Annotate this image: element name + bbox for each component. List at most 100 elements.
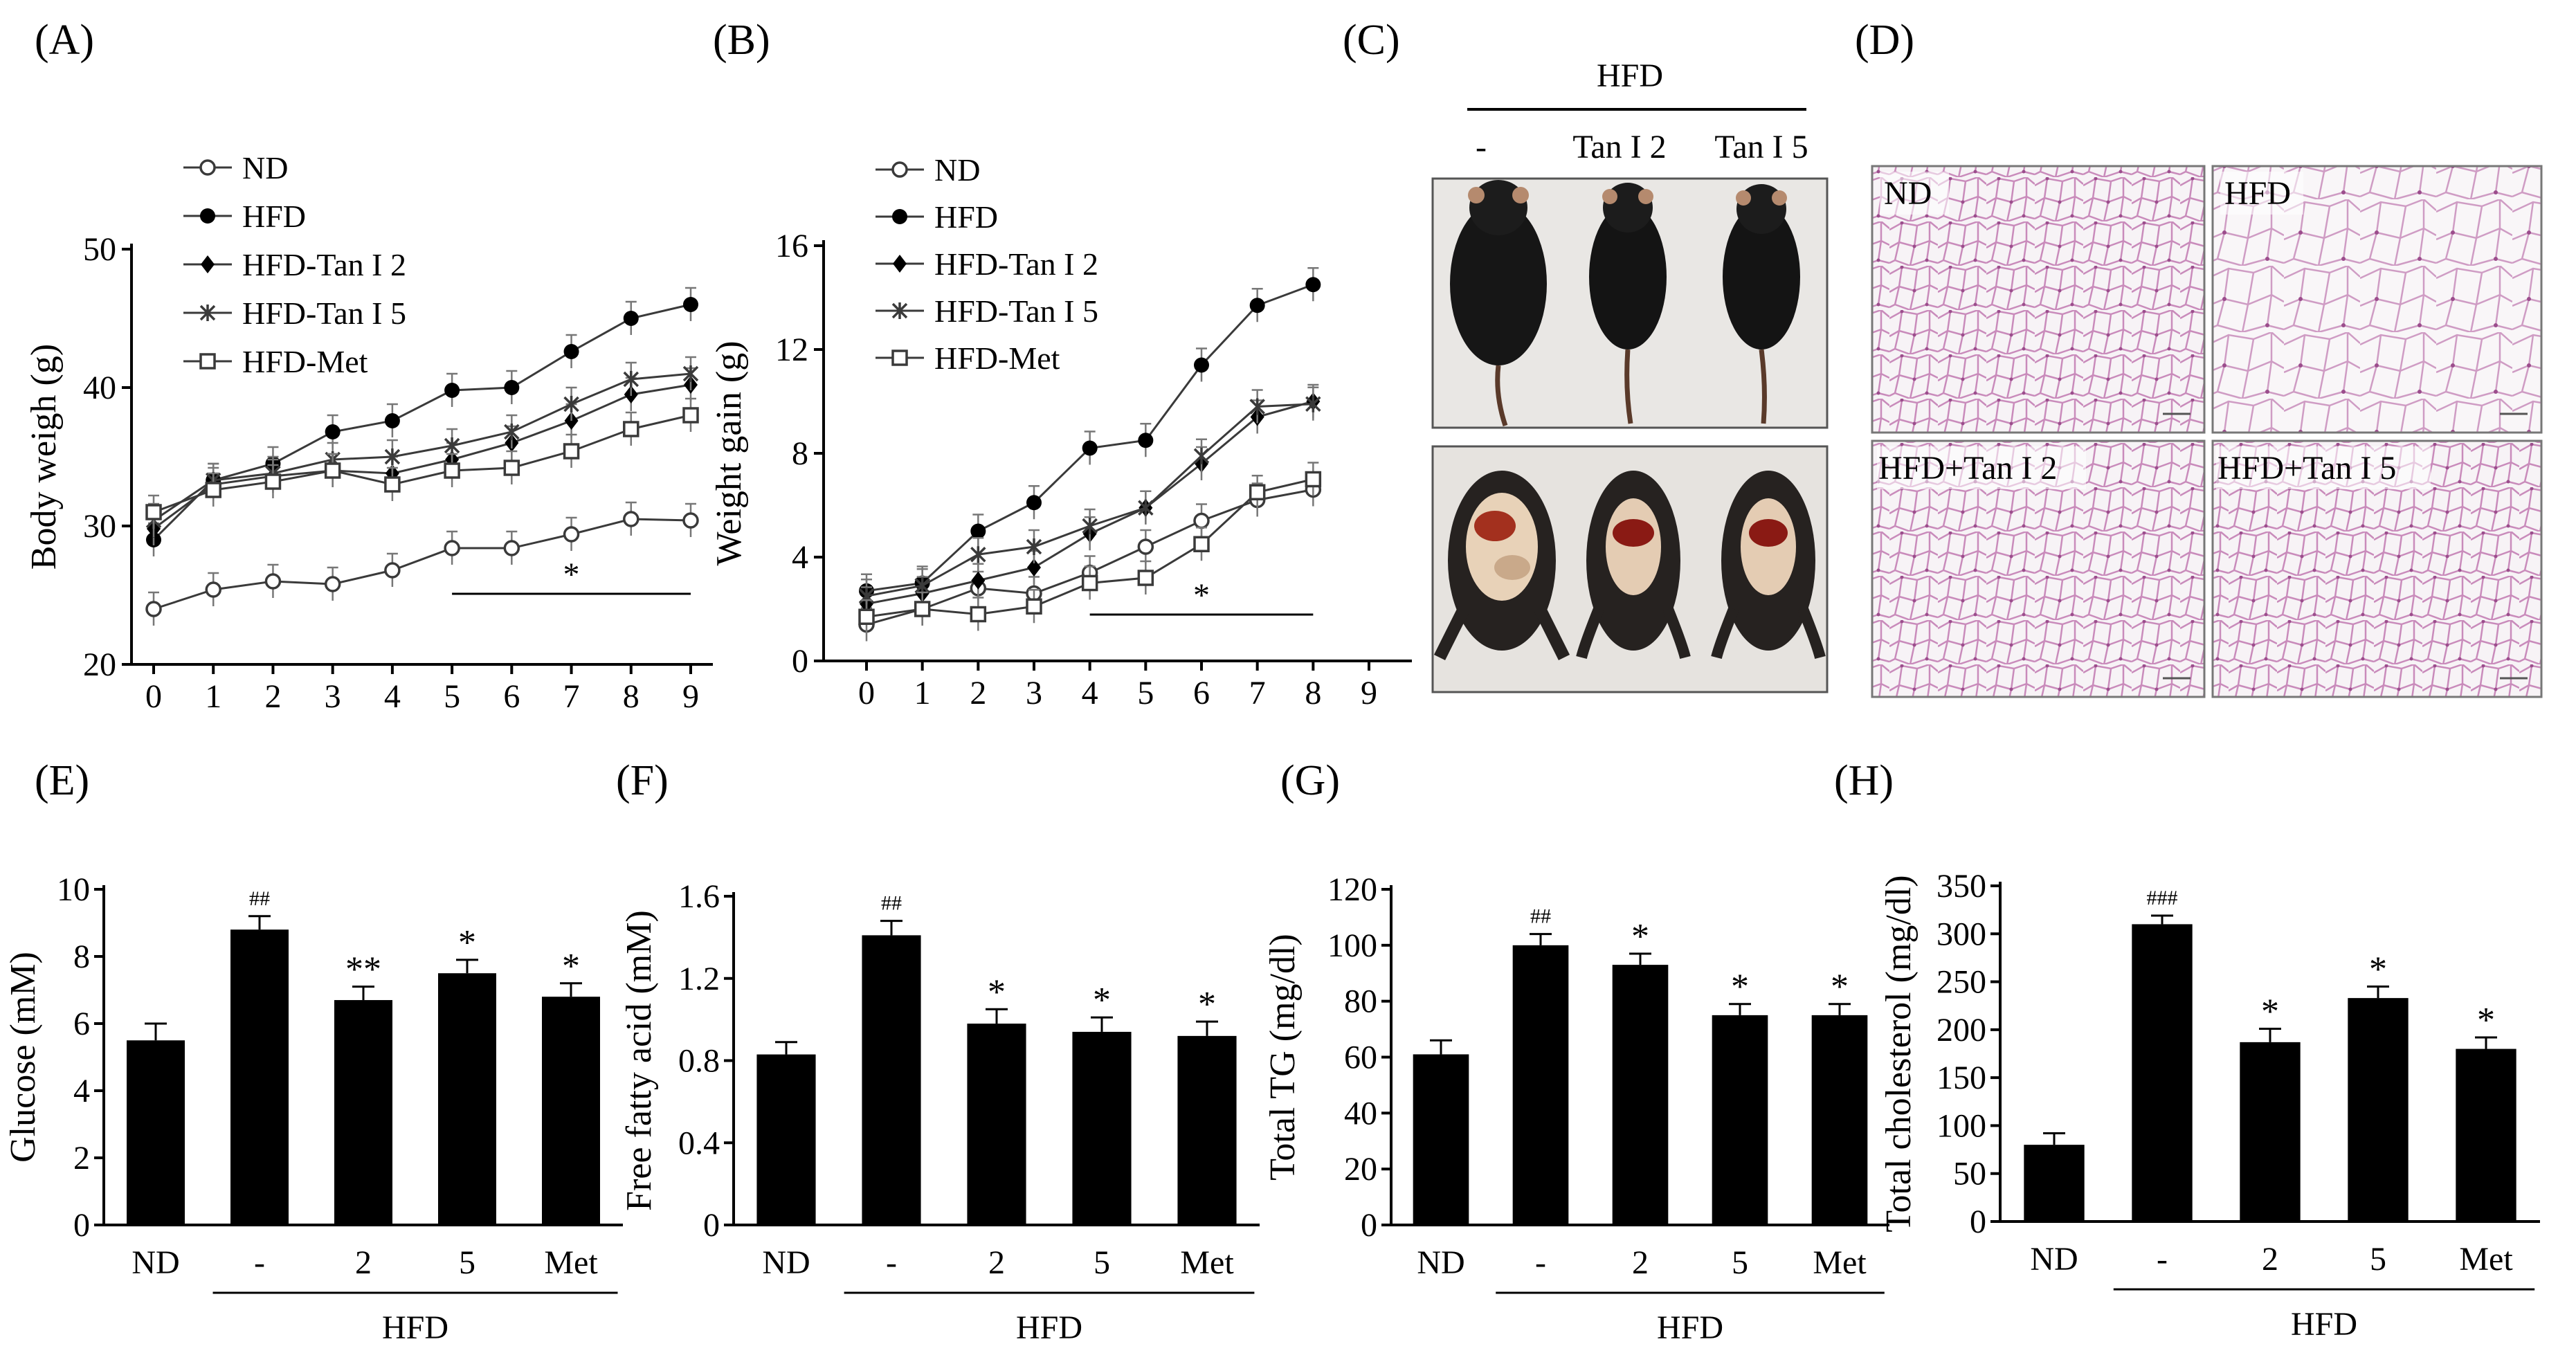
y-tick-label: 0.4 [678, 1125, 720, 1161]
category-label: Met [2459, 1241, 2513, 1278]
y-tick-label: 200 [1936, 1012, 1986, 1048]
mice-ventral-dissection-photo [1431, 445, 1829, 693]
data-point-nd [444, 540, 460, 556]
bar-2 [1612, 965, 1669, 1225]
y-axis-label: Glucose (mM) [3, 952, 43, 1163]
y-tick-label: 50 [1953, 1156, 1986, 1192]
group-label: HFD [382, 1309, 448, 1346]
data-point-hfd [384, 413, 400, 428]
y-tick-label: 250 [1936, 964, 1986, 1001]
category-label: ND [131, 1244, 179, 1281]
y-tick-label: 0 [1970, 1204, 1986, 1240]
y-tick-label: 0 [792, 643, 808, 680]
y-tick-label: 10 [57, 871, 90, 908]
x-tick-label: 0 [858, 675, 875, 711]
x-tick-label: 6 [503, 678, 520, 715]
panel-label-b: (B) [713, 17, 770, 64]
series-line-nd [153, 518, 691, 610]
y-tick-label: 4 [792, 539, 808, 576]
mice-dorsal-photo [1431, 177, 1829, 429]
legend-marker-hfd-met [199, 353, 216, 370]
y-axis-label: Total cholesterol (mg/dl) [1879, 875, 1919, 1232]
data-point-hfd-met [682, 407, 699, 424]
data-point-hfd-tan-i-5 [504, 424, 520, 440]
histology-label-hfd: HFD [2224, 175, 2291, 212]
data-point-hfd-met [503, 460, 520, 476]
series-line-hfd-tan-i-2 [153, 383, 691, 530]
category-label: 2 [1632, 1244, 1649, 1281]
data-point-hfd-met [384, 476, 401, 493]
significance-label: * [1093, 981, 1111, 1020]
category-label: 5 [1732, 1244, 1748, 1281]
y-tick-label: 0 [703, 1207, 720, 1244]
data-point-hfd-met [264, 473, 282, 490]
data-point-hfd [325, 424, 341, 439]
data-point-hfd-tan-i-5 [682, 365, 699, 382]
mouse-hfd [1450, 180, 1547, 427]
chart-h-total-cholesterol: 0 50 100 150 200 250 300 350 Total cholesterol (… [1879, 868, 2540, 1343]
group-label: HFD [2291, 1306, 2357, 1343]
data-point-nd [563, 526, 580, 543]
dissected-mouse-hfd [1433, 471, 1570, 661]
y-tick-label: 0 [73, 1207, 90, 1244]
legend-marker-nd [891, 161, 908, 178]
x-tick-label: 7 [1249, 675, 1266, 711]
significance-star: * [563, 556, 580, 593]
bar-nd [756, 1054, 816, 1225]
significance-label: * [2261, 992, 2279, 1031]
category-label: - [2157, 1241, 2168, 1278]
data-point-nd [264, 573, 282, 590]
bar-5 [2348, 998, 2409, 1222]
data-point-hfd [444, 383, 460, 398]
adipose-histology-photo: ND HFD HFD+Tan I 2 HFD+Tan I 5 [1871, 165, 2543, 698]
x-tick-label: 4 [384, 678, 401, 715]
mouse-tan-i-2 [1589, 183, 1667, 424]
x-tick-label: 5 [1137, 675, 1154, 711]
y-tick-label: 150 [1936, 1060, 1986, 1096]
data-point-hfd-met [444, 462, 460, 479]
group-label: HFD [1657, 1309, 1723, 1346]
category-label: Met [1813, 1244, 1867, 1281]
data-point-hfd-tan-i-5 [1082, 518, 1098, 534]
histology-label-tan-i-2: HFD+Tan I 2 [1878, 450, 2057, 487]
data-point-hfd-tan-i-5 [914, 577, 930, 594]
data-point-hfd-met [1193, 536, 1210, 552]
y-tick-label: 300 [1936, 916, 1986, 952]
y-axis-label: Body weigh (g) [24, 344, 64, 570]
x-tick-label: 4 [1082, 675, 1098, 711]
legend-marker-hfd-tan-i-2 [201, 255, 215, 273]
bar-5 [1072, 1031, 1132, 1225]
bar-5 [438, 973, 496, 1225]
x-tick-label: 8 [1305, 675, 1321, 711]
x-tick-label: 7 [563, 678, 580, 715]
data-point-hfd-met [623, 421, 640, 437]
legend-label: HFD [934, 199, 998, 235]
data-point-nd [384, 562, 401, 579]
y-tick-label: 20 [83, 646, 116, 683]
category-label: - [254, 1244, 265, 1281]
data-point-hfd [623, 311, 639, 326]
data-point-nd [1193, 512, 1210, 529]
x-tick-label: 5 [444, 678, 460, 715]
y-tick-label: 2 [73, 1140, 90, 1177]
category-label: 2 [355, 1244, 372, 1281]
y-tick-label: 40 [83, 370, 116, 406]
legend-label: HFD-Tan I 5 [934, 293, 1098, 329]
dissected-mouse-tan-i-2 [1576, 471, 1691, 660]
legend-label: HFD-Met [242, 344, 368, 379]
category-label: 2 [988, 1244, 1005, 1281]
data-point-hfd-met [1137, 570, 1154, 586]
data-point-hfd-met [1081, 574, 1098, 592]
data-point-hfd [970, 523, 986, 539]
legend-label: ND [242, 150, 288, 185]
data-point-hfd [1082, 440, 1098, 456]
significance-label: * [1831, 968, 1849, 1007]
y-tick-label: 4 [73, 1073, 90, 1109]
legend-label: HFD-Tan I 2 [242, 247, 406, 282]
data-point-hfd-met [1026, 598, 1042, 615]
y-tick-label: 350 [1936, 868, 1986, 905]
panel-c-col-3: Tan I 5 [1714, 129, 1808, 165]
legend-marker-hfd-met [891, 349, 908, 366]
x-tick-label: 1 [205, 678, 221, 715]
